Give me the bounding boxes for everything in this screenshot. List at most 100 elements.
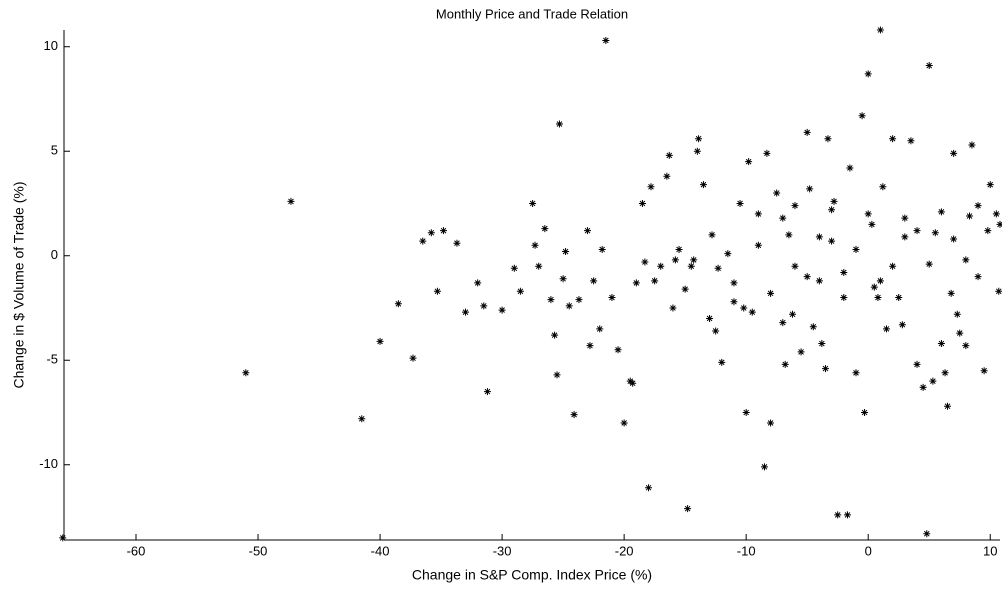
point bbox=[806, 185, 813, 192]
point bbox=[395, 300, 402, 307]
x-tick-label: -60 bbox=[127, 543, 146, 558]
x-axis-label: Change in S&P Comp. Index Price (%) bbox=[412, 567, 652, 583]
x-tick-label: -30 bbox=[493, 543, 512, 558]
point bbox=[950, 150, 957, 157]
point bbox=[899, 321, 906, 328]
point bbox=[484, 388, 491, 395]
point bbox=[695, 135, 702, 142]
x-tick-label: -50 bbox=[249, 543, 268, 558]
point bbox=[743, 409, 750, 416]
point bbox=[914, 227, 921, 234]
point bbox=[410, 355, 417, 362]
point bbox=[834, 511, 841, 518]
point bbox=[861, 409, 868, 416]
point bbox=[651, 277, 658, 284]
point bbox=[571, 411, 578, 418]
point bbox=[440, 227, 447, 234]
point bbox=[791, 202, 798, 209]
point bbox=[895, 294, 902, 301]
point bbox=[984, 227, 991, 234]
point bbox=[621, 419, 628, 426]
point bbox=[718, 359, 725, 366]
point bbox=[657, 263, 664, 270]
point bbox=[901, 233, 908, 240]
point bbox=[831, 198, 838, 205]
y-tick-label: -5 bbox=[46, 352, 58, 367]
point bbox=[599, 246, 606, 253]
point bbox=[755, 210, 762, 217]
point bbox=[575, 296, 582, 303]
point bbox=[975, 202, 982, 209]
point bbox=[647, 183, 654, 190]
point bbox=[877, 27, 884, 34]
point bbox=[499, 307, 506, 314]
point bbox=[779, 319, 786, 326]
point bbox=[462, 309, 469, 316]
point bbox=[877, 277, 884, 284]
point bbox=[932, 229, 939, 236]
point bbox=[889, 263, 896, 270]
point bbox=[688, 263, 695, 270]
point bbox=[434, 288, 441, 295]
point bbox=[666, 152, 673, 159]
point bbox=[709, 231, 716, 238]
point bbox=[596, 325, 603, 332]
point bbox=[633, 279, 640, 286]
point bbox=[987, 181, 994, 188]
point bbox=[287, 198, 294, 205]
point bbox=[804, 273, 811, 280]
point bbox=[859, 112, 866, 119]
point bbox=[844, 511, 851, 518]
point bbox=[865, 210, 872, 217]
point bbox=[853, 369, 860, 376]
point bbox=[551, 332, 558, 339]
point bbox=[608, 294, 615, 301]
point bbox=[724, 250, 731, 257]
point bbox=[993, 210, 1000, 217]
x-tick-label: 0 bbox=[865, 543, 872, 558]
y-tick-label: 5 bbox=[51, 143, 58, 158]
point bbox=[798, 348, 805, 355]
point bbox=[942, 369, 949, 376]
y-tick-label: -10 bbox=[39, 456, 58, 471]
point bbox=[950, 236, 957, 243]
point bbox=[730, 298, 737, 305]
point bbox=[901, 215, 908, 222]
x-tick-label: -10 bbox=[737, 543, 756, 558]
point bbox=[740, 304, 747, 311]
point bbox=[737, 200, 744, 207]
point bbox=[840, 294, 847, 301]
point bbox=[968, 141, 975, 148]
point bbox=[938, 208, 945, 215]
point bbox=[874, 294, 881, 301]
point bbox=[816, 277, 823, 284]
point bbox=[639, 200, 646, 207]
point bbox=[889, 135, 896, 142]
point bbox=[840, 269, 847, 276]
point bbox=[761, 463, 768, 470]
point bbox=[944, 403, 951, 410]
point bbox=[789, 311, 796, 318]
point bbox=[745, 158, 752, 165]
x-tick-label: 10 bbox=[983, 543, 997, 558]
point bbox=[706, 315, 713, 322]
point bbox=[997, 221, 1002, 228]
point bbox=[828, 238, 835, 245]
point bbox=[818, 340, 825, 347]
point bbox=[822, 365, 829, 372]
point bbox=[59, 534, 66, 541]
y-tick-label: 0 bbox=[51, 247, 58, 262]
point bbox=[816, 233, 823, 240]
point bbox=[700, 181, 707, 188]
point bbox=[517, 288, 524, 295]
point bbox=[428, 229, 435, 236]
point bbox=[715, 265, 722, 272]
point bbox=[669, 304, 676, 311]
point bbox=[920, 384, 927, 391]
point bbox=[767, 290, 774, 297]
x-tick-label: -20 bbox=[615, 543, 634, 558]
point bbox=[773, 190, 780, 197]
point bbox=[966, 213, 973, 220]
